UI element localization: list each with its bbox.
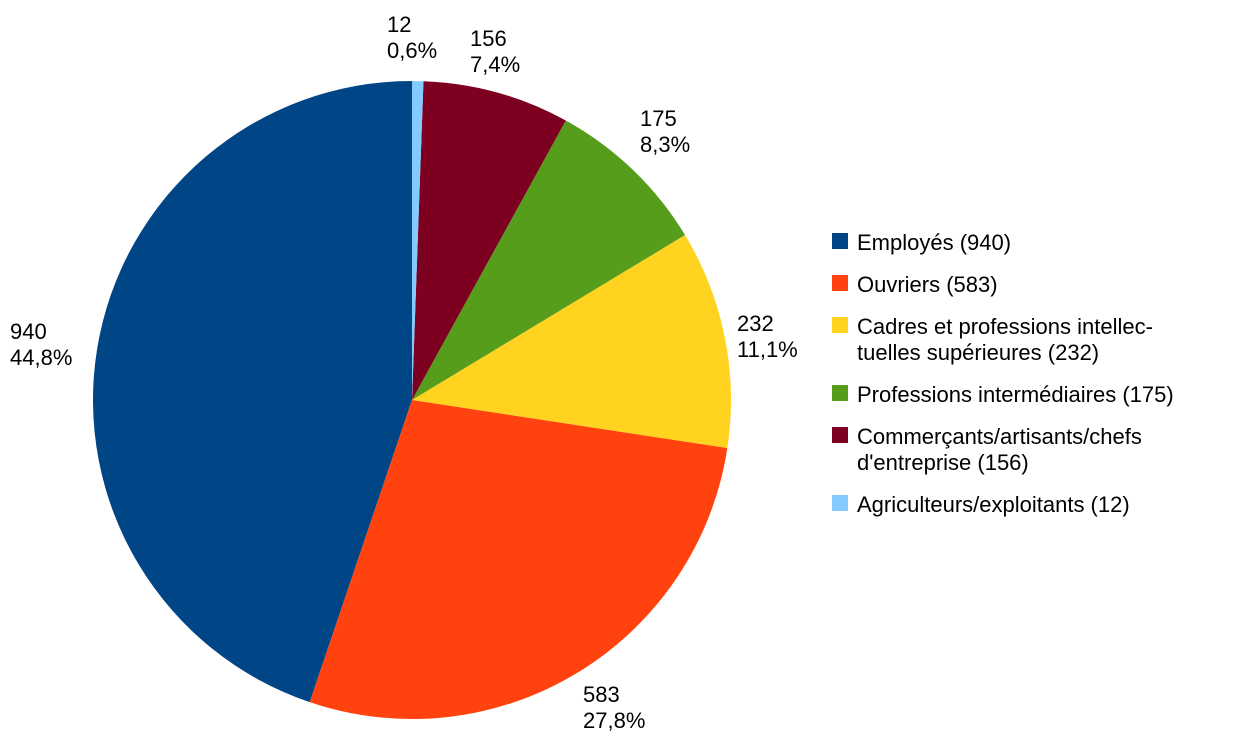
pie-slice [412,235,732,449]
legend-label: Professions intermédiaires (175) [857,382,1174,407]
slice-value-label: 583 [583,682,620,707]
legend-label: Agriculteurs/exploitants (12) [857,492,1130,517]
legend-label: Cadres et professions intellec- [857,314,1153,339]
legend-swatch [832,233,848,249]
legend-swatch [832,427,848,443]
slice-percent-label: 44,8% [10,345,72,370]
legend-label: d'entreprise (156) [857,450,1029,475]
pie-slice [92,81,412,703]
legend-label: Commerçants/artisants/chefs [857,424,1142,449]
slice-value-label: 175 [640,106,677,131]
slice-percent-label: 27,8% [583,708,645,733]
slice-value-label: 940 [10,319,47,344]
pie-slice [412,81,566,400]
legend-swatch [832,495,848,511]
pie-slices [92,81,732,720]
slice-percent-label: 7,4% [470,52,520,77]
legend-swatch [832,275,848,291]
legend: Employés (940) Ouvriers (583) Cadres et pr… [832,230,1174,517]
legend-label: Ouvriers (583) [857,272,998,297]
slice-percent-label: 0,6% [387,38,437,63]
slice-value-label: 232 [737,311,774,336]
legend-label: Employés (940) [857,230,1011,255]
slice-value-label: 12 [387,12,411,37]
pie-slice [412,81,424,400]
slice-percent-label: 8,3% [640,132,690,157]
pie-slice [412,120,686,401]
legend-label: tuelles supérieures (232) [857,340,1099,365]
slice-value-label: 156 [470,26,507,51]
slice-percent-label: 11,1% [737,337,798,362]
legend-swatch [832,317,848,333]
legend-swatch [832,385,848,401]
pie-slice [309,400,728,720]
